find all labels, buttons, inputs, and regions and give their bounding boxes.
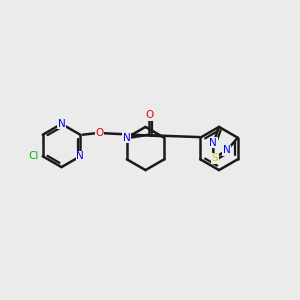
Text: N: N: [209, 138, 217, 148]
Text: N: N: [123, 133, 131, 143]
Text: O: O: [96, 128, 104, 138]
Text: N: N: [58, 119, 65, 129]
Text: N: N: [223, 146, 231, 155]
Text: N: N: [76, 151, 84, 161]
Text: O: O: [145, 110, 153, 121]
Text: S: S: [212, 153, 218, 163]
Text: Cl: Cl: [28, 151, 38, 161]
